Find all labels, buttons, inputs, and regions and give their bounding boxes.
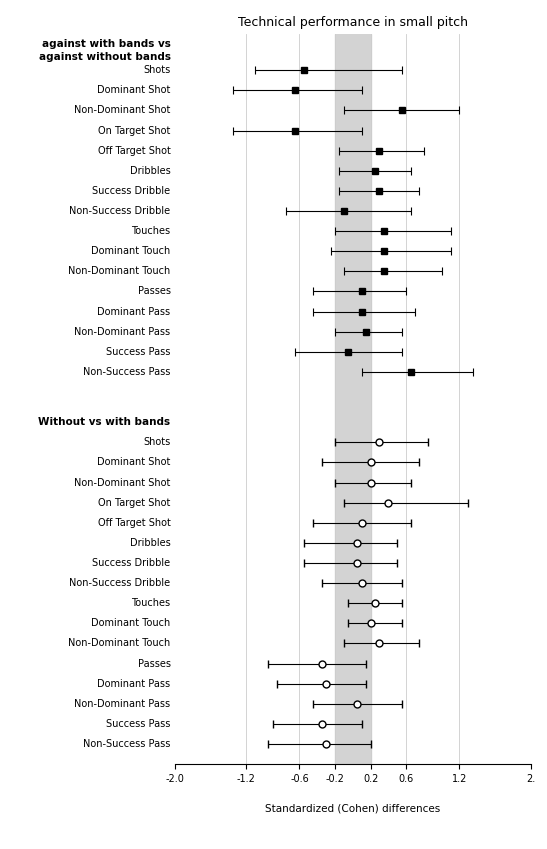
Text: Shots: Shots	[143, 65, 171, 76]
Text: Dominant Touch: Dominant Touch	[91, 618, 171, 628]
Text: Dribbles: Dribbles	[130, 166, 171, 176]
Text: Dominant Shot: Dominant Shot	[97, 85, 171, 95]
Text: Dominant Shot: Dominant Shot	[97, 458, 171, 468]
Text: Non-Success Dribble: Non-Success Dribble	[69, 206, 171, 216]
Text: Success Dribble: Success Dribble	[92, 186, 171, 196]
Text: Dominant Pass: Dominant Pass	[97, 678, 171, 689]
Text: Non-Success Pass: Non-Success Pass	[83, 739, 171, 749]
Text: Off Target Shot: Off Target Shot	[98, 146, 171, 155]
Text: Non-Dominant Touch: Non-Dominant Touch	[68, 638, 171, 649]
Text: Success Pass: Success Pass	[106, 346, 171, 357]
Text: Success Dribble: Success Dribble	[92, 558, 171, 568]
Text: Non-Dominant Shot: Non-Dominant Shot	[74, 105, 171, 115]
Title: Technical performance in small pitch: Technical performance in small pitch	[238, 15, 468, 29]
Text: Non-Dominant Pass: Non-Dominant Pass	[74, 699, 171, 709]
Bar	[335, 34, 371, 764]
Text: Passes: Passes	[138, 286, 171, 296]
X-axis label: Standardized (Cohen) differences: Standardized (Cohen) differences	[265, 803, 440, 813]
Text: Shots: Shots	[143, 437, 171, 447]
Text: Non-Success Dribble: Non-Success Dribble	[69, 578, 171, 588]
Text: Non-Dominant Touch: Non-Dominant Touch	[68, 267, 171, 276]
Text: Dribbles: Dribbles	[130, 538, 171, 548]
Text: On Target Shot: On Target Shot	[98, 498, 171, 508]
Text: Success Pass: Success Pass	[106, 719, 171, 729]
Text: Non-Dominant Pass: Non-Dominant Pass	[74, 327, 171, 337]
Text: Non-Dominant Shot: Non-Dominant Shot	[74, 477, 171, 487]
Text: Dominant Touch: Dominant Touch	[91, 246, 171, 256]
Text: against without bands: against without bands	[39, 52, 171, 62]
Text: On Target Shot: On Target Shot	[98, 126, 171, 136]
Text: against with bands vs: against with bands vs	[42, 39, 171, 49]
Text: Dominant Pass: Dominant Pass	[97, 306, 171, 317]
Text: Non-Success Pass: Non-Success Pass	[83, 367, 171, 377]
Text: Without vs with bands: Without vs with bands	[38, 417, 171, 427]
Text: Touches: Touches	[131, 226, 171, 236]
Text: Passes: Passes	[138, 659, 171, 668]
Text: Touches: Touches	[131, 599, 171, 608]
Text: Off Target Shot: Off Target Shot	[98, 518, 171, 528]
